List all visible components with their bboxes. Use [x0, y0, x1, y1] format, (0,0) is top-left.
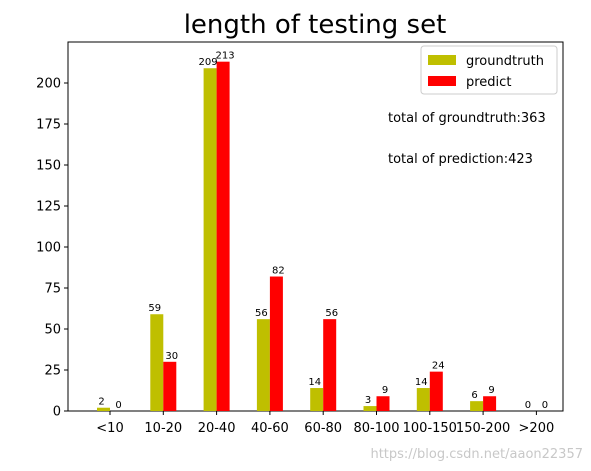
groundtruth-bar: [150, 314, 164, 411]
x-tick-label: 20-40: [198, 421, 236, 436]
total-groundtruth-annotation: total of groundtruth:363: [388, 111, 546, 126]
groundtruth-value-label: 14: [308, 377, 321, 388]
predict-value-label: 213: [216, 51, 235, 62]
predict-value-label: 24: [432, 361, 445, 372]
predict-value-label: 30: [165, 351, 178, 362]
y-tick-label: 25: [44, 364, 61, 379]
legend: groundtruth predict: [420, 45, 558, 95]
predict-value-label: 0: [542, 400, 548, 411]
groundtruth-value-label: 209: [199, 57, 218, 68]
y-tick-label: 175: [36, 118, 61, 133]
bars: [97, 61, 497, 412]
x-tick-label: 40-60: [251, 421, 289, 436]
y-tick-label: 200: [36, 77, 61, 92]
predict-value-label: 82: [272, 266, 285, 277]
y-tick-label: 100: [36, 241, 61, 256]
x-tick-label: <10: [96, 421, 123, 436]
groundtruth-value-label: 0: [525, 400, 531, 411]
predict-bar: [163, 361, 177, 411]
predict-value-label: 9: [382, 385, 388, 396]
groundtruth-bar: [416, 388, 430, 411]
watermark-text: https://blog.csdn.net/aaon22357: [370, 447, 583, 462]
predict-value-label: 0: [115, 400, 121, 411]
x-tick-label: 150-200: [456, 421, 510, 436]
legend-swatch-groundtruth: [428, 55, 456, 65]
y-tick-label: 0: [53, 405, 61, 420]
groundtruth-value-label: 2: [98, 397, 104, 408]
predict-bar: [269, 276, 283, 411]
legend-swatch-predict: [428, 76, 456, 86]
legend-label-predict: predict: [466, 75, 511, 90]
groundtruth-value-label: 56: [255, 308, 268, 319]
plot-frame: [67, 41, 564, 412]
predict-bar: [429, 371, 443, 411]
predict-bar: [216, 61, 230, 412]
predict-bar: [376, 396, 390, 411]
groundtruth-bar: [470, 401, 484, 411]
x-tick-label: 80-100: [353, 421, 399, 436]
total-prediction-annotation: total of prediction:423: [388, 152, 533, 167]
groundtruth-bar: [310, 388, 324, 411]
y-tick-label: 125: [36, 200, 61, 215]
groundtruth-bar: [256, 319, 270, 411]
groundtruth-value-label: 14: [415, 377, 428, 388]
legend-label-groundtruth: groundtruth: [466, 54, 544, 69]
predict-value-label: 9: [488, 385, 494, 396]
y-tick-label: 150: [36, 159, 61, 174]
chart-title: length of testing set: [184, 10, 447, 40]
groundtruth-value-label: 3: [365, 395, 371, 406]
x-tick-label: 10-20: [144, 421, 182, 436]
y-tick-label: 75: [44, 282, 61, 297]
predict-value-label: 56: [325, 308, 338, 319]
groundtruth-bar: [97, 407, 110, 411]
predict-bar: [323, 319, 337, 411]
x-tick-label: >200: [519, 421, 555, 436]
predict-bar: [483, 396, 497, 411]
groundtruth-bar: [203, 68, 217, 412]
groundtruth-value-label: 59: [148, 303, 161, 314]
annotations: total of groundtruth:363 total of predic…: [388, 111, 546, 167]
x-tick-label: 100-150: [403, 421, 457, 436]
x-tick-label: 60-80: [304, 421, 342, 436]
groundtruth-bar: [363, 406, 377, 411]
y-tick-label: 50: [44, 323, 61, 338]
groundtruth-value-label: 6: [471, 390, 477, 401]
